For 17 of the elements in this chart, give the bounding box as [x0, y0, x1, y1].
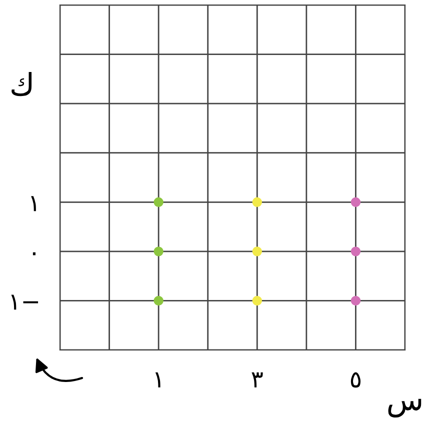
x-tick-label: ٥ [350, 372, 360, 388]
x-tick-label: ٣ [252, 372, 263, 388]
x-axis-title: س [388, 398, 422, 418]
point [154, 246, 164, 256]
y-tick-label: ١− [11, 294, 38, 310]
y-axis-title: ك [12, 72, 32, 96]
point [350, 246, 361, 256]
point [252, 197, 262, 208]
point [252, 296, 262, 306]
x-tick-label: ١ [155, 372, 160, 388]
point [154, 197, 164, 208]
y-tick-label: ٠ [32, 252, 36, 256]
y-tick-label: ١ [31, 196, 36, 212]
point [154, 296, 164, 306]
point [350, 197, 361, 208]
point [252, 246, 262, 256]
point [350, 296, 361, 306]
